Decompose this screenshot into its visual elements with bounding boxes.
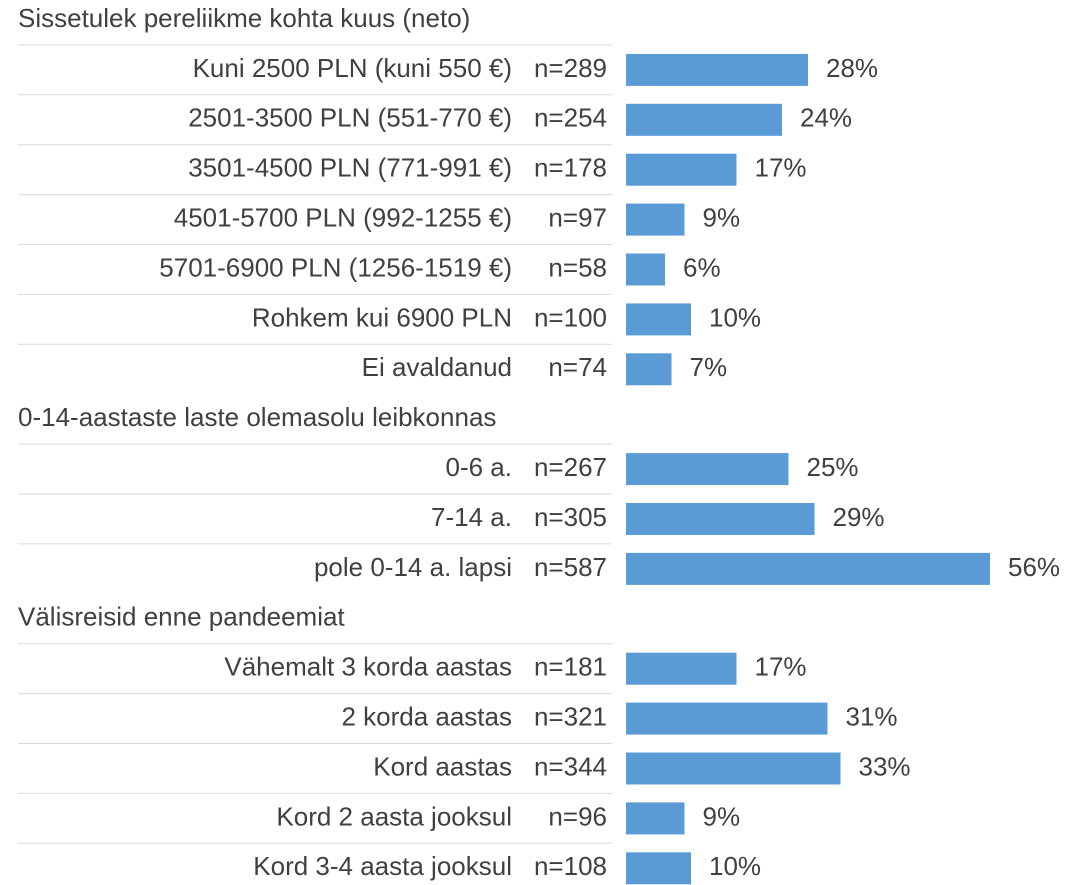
group-title: Sissetulek pereliikme kohta kuus (neto) bbox=[18, 3, 470, 33]
bar bbox=[626, 253, 665, 286]
category-label: Kord 3-4 aasta jooksul bbox=[253, 851, 512, 881]
value-label: 9% bbox=[703, 801, 741, 831]
value-label: 33% bbox=[859, 751, 911, 781]
n-label: n=305 bbox=[534, 502, 607, 532]
bar bbox=[626, 303, 691, 336]
value-label: 7% bbox=[690, 352, 728, 382]
category-label: Rohkem kui 6900 PLN bbox=[252, 302, 512, 332]
category-label: Ei avaldanud bbox=[362, 352, 512, 382]
value-label: 10% bbox=[709, 302, 761, 332]
category-label: Kord aastas bbox=[373, 751, 512, 781]
n-label: n=254 bbox=[534, 103, 607, 133]
bar bbox=[626, 802, 685, 835]
category-label: 2 korda aastas bbox=[341, 701, 512, 731]
group-title: Välisreisid enne pandeemiat bbox=[18, 602, 345, 632]
value-label: 17% bbox=[755, 652, 807, 682]
bar bbox=[626, 752, 841, 785]
category-label: 5701-6900 PLN (1256-1519 €) bbox=[159, 252, 512, 282]
value-label: 25% bbox=[807, 452, 859, 482]
group-title: 0-14-aastaste laste olemasolu leibkonnas bbox=[18, 402, 496, 432]
category-label: Kord 2 aasta jooksul bbox=[276, 801, 512, 831]
category-label: Kuni 2500 PLN (kuni 550 €) bbox=[193, 53, 512, 83]
n-label: n=344 bbox=[534, 751, 607, 781]
n-label: n=100 bbox=[534, 302, 607, 332]
bar bbox=[626, 852, 691, 885]
value-label: 29% bbox=[833, 502, 885, 532]
n-label: n=58 bbox=[548, 252, 607, 282]
value-label: 31% bbox=[846, 701, 898, 731]
category-label: pole 0-14 a. lapsi bbox=[314, 552, 512, 582]
bar bbox=[626, 53, 808, 86]
n-label: n=96 bbox=[548, 801, 607, 831]
category-label: 0-6 a. bbox=[446, 452, 513, 482]
bar bbox=[626, 652, 737, 685]
n-label: n=108 bbox=[534, 851, 607, 881]
bar bbox=[626, 353, 672, 386]
n-label: n=267 bbox=[534, 452, 607, 482]
value-label: 6% bbox=[683, 252, 721, 282]
bar bbox=[626, 503, 815, 535]
bar bbox=[626, 702, 828, 735]
bar bbox=[626, 453, 789, 486]
value-label: 10% bbox=[709, 851, 761, 881]
category-label: Vähemalt 3 korda aastas bbox=[224, 652, 512, 682]
value-label: 56% bbox=[1008, 552, 1060, 582]
n-label: n=178 bbox=[534, 153, 607, 183]
bar bbox=[626, 203, 685, 236]
category-label: 2501-3500 PLN (551-770 €) bbox=[188, 103, 512, 133]
n-label: n=74 bbox=[548, 352, 607, 382]
value-label: 24% bbox=[800, 103, 852, 133]
category-label: 7-14 a. bbox=[431, 502, 512, 532]
value-label: 9% bbox=[703, 202, 741, 232]
bar bbox=[626, 153, 737, 186]
n-label: n=97 bbox=[548, 202, 607, 232]
n-label: n=181 bbox=[534, 652, 607, 682]
category-label: 4501-5700 PLN (992-1255 €) bbox=[174, 202, 512, 232]
category-label: 3501-4500 PLN (771-991 €) bbox=[188, 153, 512, 183]
value-label: 28% bbox=[826, 53, 878, 83]
n-label: n=321 bbox=[534, 701, 607, 731]
bar bbox=[626, 552, 990, 585]
value-label: 17% bbox=[755, 153, 807, 183]
n-label: n=587 bbox=[534, 552, 607, 582]
bar bbox=[626, 103, 782, 136]
n-label: n=289 bbox=[534, 53, 607, 83]
